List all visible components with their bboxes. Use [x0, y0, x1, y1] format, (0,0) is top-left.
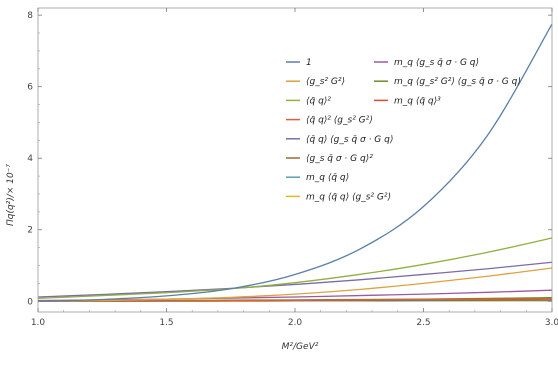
x-tick-label: 3.0: [545, 318, 558, 328]
legend-label: ⟨q̄ q⟩² ⟨g_s² G²⟩: [306, 116, 373, 126]
x-axis-label: M²/GeV²: [282, 342, 319, 352]
y-tick-label: 8: [27, 11, 33, 21]
legend-entry-2: ⟨q̄ q⟩²: [286, 96, 331, 106]
legend-entry-8: m_q ⟨g_s q̄ σ · G q⟩: [374, 58, 479, 68]
series-line-1: [37, 267, 553, 302]
x-tick-label: 1.5: [159, 318, 173, 328]
legend-entry-0: 1: [286, 58, 312, 68]
legend-label: ⟨g_s q̄ σ · G q⟩²: [306, 154, 373, 164]
legend-label: m_q ⟨q̄ q⟩³: [394, 96, 441, 106]
legend-entry-10: m_q ⟨q̄ q⟩³: [374, 96, 441, 106]
y-tick-label: 0: [27, 297, 33, 307]
legend-label: ⟨g_s² G²⟩: [306, 77, 345, 87]
legend-entry-9: m_q ⟨g_s² G²⟩ ⟨g_s q̄ σ · G q⟩: [374, 77, 521, 87]
legend-entry-5: ⟨g_s q̄ σ · G q⟩²: [286, 154, 373, 164]
series-line-4: [37, 261, 553, 298]
series-line-2: [37, 237, 553, 300]
x-tick-label: 2.0: [288, 318, 303, 328]
y-axis-label: Πq(q²)/× 10⁻⁷: [6, 164, 16, 226]
legend-label: m_q ⟨g_s q̄ σ · G q⟩: [394, 58, 479, 68]
legend-label: m_q ⟨q̄ q⟩ ⟨g_s² G²⟩: [306, 192, 391, 202]
series-line-0: [37, 23, 553, 302]
legend-label: m_q ⟨q̄ q⟩: [306, 173, 349, 183]
series-line-3: [37, 298, 553, 302]
legend-label: ⟨q̄ q⟩ ⟨g_s q̄ σ · G q⟩: [306, 135, 393, 145]
legend-label: ⟨q̄ q⟩²: [306, 96, 331, 106]
legend-entry-3: ⟨q̄ q⟩² ⟨g_s² G²⟩: [286, 116, 373, 126]
legend-entry-1: ⟨g_s² G²⟩: [286, 77, 345, 87]
y-tick-label: 6: [27, 83, 33, 93]
y-tick-label: 2: [27, 226, 33, 236]
x-tick-label: 2.5: [416, 318, 430, 328]
plot-frame: [37, 7, 553, 313]
legend-entry-6: m_q ⟨q̄ q⟩: [286, 173, 349, 183]
legend-entry-7: m_q ⟨q̄ q⟩ ⟨g_s² G²⟩: [286, 192, 391, 202]
legend-label: m_q ⟨g_s² G²⟩ ⟨g_s q̄ σ · G q⟩: [394, 77, 521, 87]
legend-label: 1: [306, 58, 312, 68]
legend-entry-4: ⟨q̄ q⟩ ⟨g_s q̄ σ · G q⟩: [286, 135, 393, 145]
y-tick-label: 4: [27, 154, 33, 164]
x-tick-label: 1.0: [31, 318, 46, 328]
